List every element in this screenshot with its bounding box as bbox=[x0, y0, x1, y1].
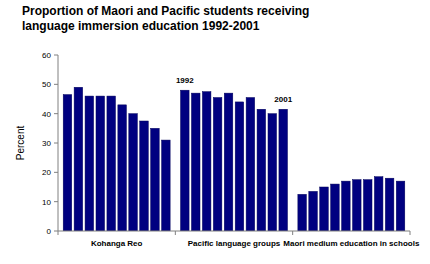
bar bbox=[151, 128, 160, 231]
annotation: 1992 bbox=[176, 76, 194, 85]
bar bbox=[363, 180, 372, 231]
bar bbox=[140, 121, 149, 231]
bar bbox=[246, 98, 255, 231]
annotation: 2001 bbox=[274, 95, 292, 104]
y-axis bbox=[58, 55, 59, 231]
title-line: Proportion of Maori and Pacific students… bbox=[22, 4, 309, 18]
y-tick-label: 50 bbox=[42, 80, 51, 89]
bar bbox=[118, 105, 127, 231]
bar bbox=[202, 92, 211, 231]
bar bbox=[385, 178, 394, 231]
chart: Proportion of Maori and Pacific students… bbox=[0, 0, 430, 264]
bar bbox=[74, 87, 83, 231]
bar bbox=[353, 180, 362, 231]
bar bbox=[129, 114, 138, 231]
y-tick-label: 60 bbox=[42, 51, 51, 60]
x-axis bbox=[58, 231, 410, 232]
category-label: Kohanga Reo bbox=[91, 239, 143, 248]
y-tick-label: 30 bbox=[42, 139, 51, 148]
y-tick bbox=[54, 172, 58, 173]
y-tick bbox=[54, 201, 58, 202]
bar bbox=[213, 98, 222, 231]
category-label: Maori medium education in schools bbox=[283, 239, 420, 248]
x-tick bbox=[410, 231, 411, 235]
bar bbox=[235, 102, 244, 231]
bar bbox=[396, 181, 405, 231]
y-tick-label: 0 bbox=[47, 227, 52, 236]
bar bbox=[96, 96, 105, 231]
y-axis-label: Percent bbox=[15, 126, 26, 161]
bar bbox=[107, 96, 116, 231]
title: Proportion of Maori and Pacific students… bbox=[22, 4, 309, 33]
y-tick-label: 40 bbox=[42, 110, 51, 119]
bar bbox=[181, 90, 190, 231]
bars bbox=[63, 87, 405, 231]
category-label: Pacific language groups bbox=[188, 239, 281, 248]
title-line: language immersion education 1992-2001 bbox=[22, 19, 260, 33]
bar bbox=[320, 187, 329, 231]
bar bbox=[342, 181, 351, 231]
y-tick bbox=[54, 84, 58, 85]
bar bbox=[257, 109, 266, 231]
bar bbox=[298, 194, 307, 231]
bar bbox=[331, 184, 340, 231]
bar bbox=[279, 109, 288, 231]
bar bbox=[63, 95, 72, 231]
x-tick bbox=[175, 231, 176, 235]
y-tick bbox=[54, 113, 58, 114]
bar bbox=[309, 191, 318, 231]
bar bbox=[268, 114, 277, 231]
y-tick bbox=[54, 55, 58, 56]
bar bbox=[224, 93, 233, 231]
bar bbox=[85, 96, 94, 231]
y-tick-label: 20 bbox=[42, 168, 51, 177]
y-tick bbox=[54, 143, 58, 144]
x-tick bbox=[292, 231, 293, 235]
y-tick-label: 10 bbox=[42, 198, 51, 207]
bar bbox=[374, 177, 383, 231]
y-tick bbox=[54, 231, 58, 232]
bar bbox=[191, 93, 200, 231]
x-tick bbox=[58, 231, 59, 235]
bar bbox=[162, 140, 171, 231]
